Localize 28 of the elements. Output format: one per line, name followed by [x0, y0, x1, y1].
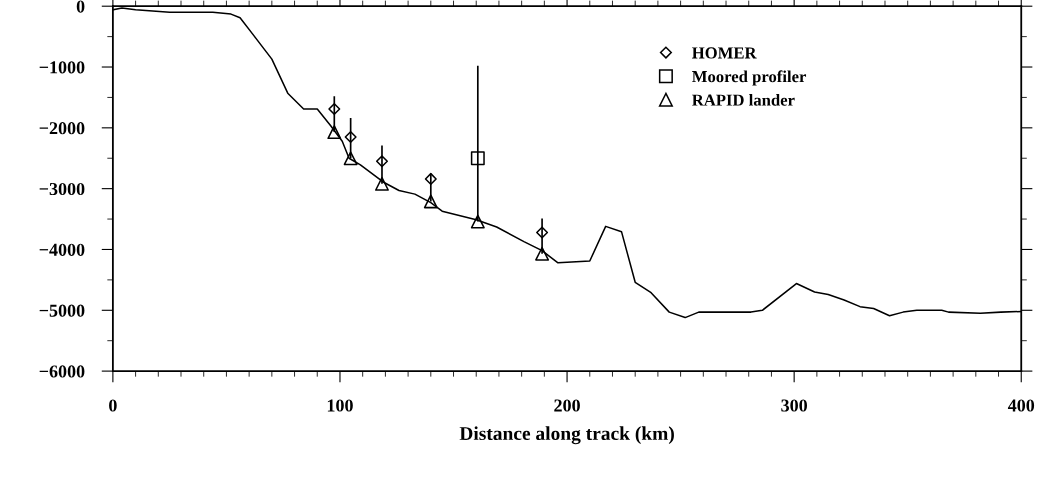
y-tick-label: −1000 [39, 61, 85, 74]
x-tick-label: 200 [554, 399, 580, 412]
y-tick-label: −5000 [39, 304, 85, 317]
legend-label: HOMER [692, 47, 757, 59]
point [328, 102, 341, 116]
point [423, 194, 438, 209]
point [470, 151, 485, 166]
point [535, 246, 550, 261]
x-tick-label: 400 [1007, 399, 1035, 412]
y-tick-label: −3000 [39, 182, 85, 196]
legend-label: RAPID lander [692, 94, 795, 106]
x-tick-label: 300 [781, 399, 807, 412]
y-tick-label: −4000 [39, 243, 85, 256]
x-tick-label: 0 [109, 399, 117, 412]
point [327, 125, 342, 140]
x-axis-title: Distance along track (km) [459, 426, 674, 445]
y-tick-label: 0 [76, 0, 85, 13]
point [375, 176, 389, 191]
point [343, 151, 358, 166]
y-tick-label: −2000 [39, 122, 85, 135]
point [424, 172, 437, 185]
point [470, 214, 485, 229]
y-tick-label: −6000 [39, 365, 85, 378]
x-tick-label: 100 [327, 399, 353, 412]
point [536, 226, 549, 239]
legend-label: Moored profiler [692, 70, 807, 86]
point [344, 130, 357, 143]
point [375, 155, 389, 168]
